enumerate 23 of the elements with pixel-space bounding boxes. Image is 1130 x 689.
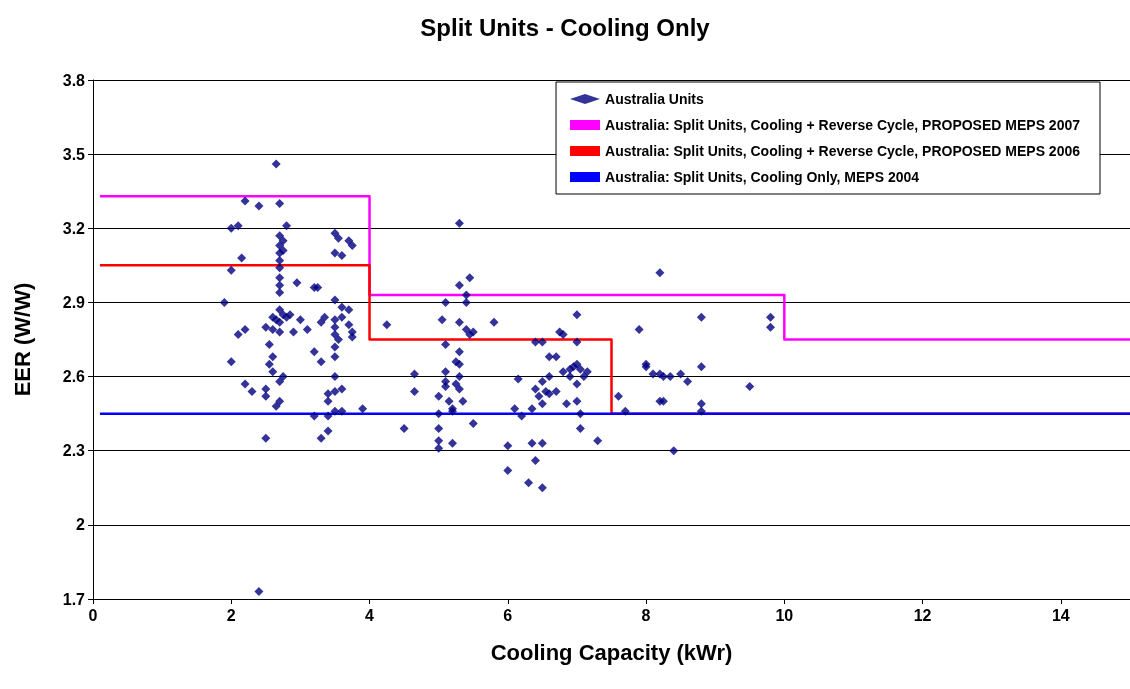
x-tick-label: 4 [365,606,375,624]
y-tick-label: 3.5 [62,145,86,163]
y-tick-label: 3.8 [62,71,86,89]
y-tick-label: 2.6 [62,368,86,386]
y-tick-label: 1.7 [62,590,86,608]
legend-label: Australia Units [605,91,705,107]
legend-label: Australia: Split Units, Cooling Only, MEPS 2004 [605,169,920,185]
x-tick-label: 2 [226,606,236,624]
x-tick-label: 10 [775,606,794,624]
y-axis-title: EER (W/W) [9,282,35,397]
chart-title: Split Units - Cooling Only [420,13,711,41]
legend-label: Australia: Split Units, Cooling + Reverse Cycle, PROPOSED MEPS 2006 [605,143,1081,159]
x-tick-label: 8 [641,606,651,624]
y-tick-label: 2.9 [62,293,86,311]
x-axis-title: Cooling Capacity (kWr) [490,639,733,665]
x-tick-label: 0 [88,606,98,624]
y-tick-label: 2 [76,516,86,534]
x-tick-label: 14 [1051,606,1070,624]
x-tick-label: 6 [503,606,513,624]
x-tick-label: 12 [913,606,932,624]
y-tick-label: 3.2 [62,219,86,237]
y-tick-label: 2.3 [62,442,86,460]
legend-label: Australia: Split Units, Cooling + Reverse Cycle, PROPOSED MEPS 2007 [605,117,1081,133]
